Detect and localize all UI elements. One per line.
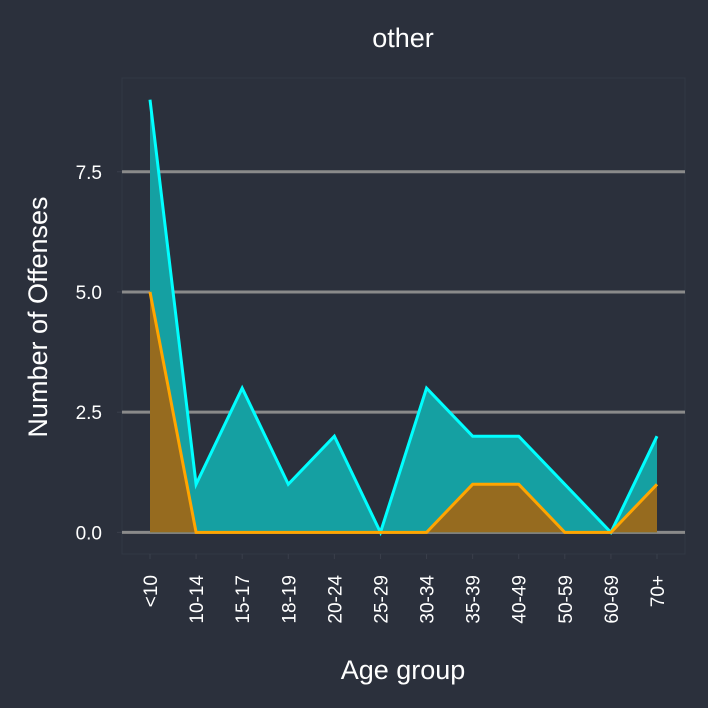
x-tick-label-11: 70+ bbox=[648, 575, 669, 607]
y-tick-label-0: 0.0 bbox=[76, 523, 102, 544]
x-tick-label-5: 25-29 bbox=[371, 575, 392, 624]
chart-title: other bbox=[372, 23, 434, 53]
series-lines bbox=[148, 99, 659, 537]
series-2-line bbox=[148, 291, 659, 534]
x-tick-label-9: 50-59 bbox=[556, 575, 577, 624]
series-areas bbox=[150, 99, 657, 533]
x-tick-label-0: <10 bbox=[141, 575, 162, 607]
y-axis-title: Number of Offenses bbox=[23, 196, 53, 437]
x-tick-label-1: 10-14 bbox=[187, 575, 208, 624]
x-tick-label-2: 15-17 bbox=[233, 575, 254, 624]
y-tick-label-2: 5.0 bbox=[76, 283, 102, 304]
x-axis-ticks: <10 10-14 15-17 18-19 20-24 25-29 30-34 35-39 40… bbox=[141, 554, 669, 624]
x-tick-label-3: 18-19 bbox=[279, 575, 300, 624]
x-tick-label-6: 30-34 bbox=[418, 575, 439, 624]
series-1-line bbox=[148, 99, 659, 537]
x-tick-label-10: 60-69 bbox=[602, 575, 623, 624]
y-tick-label-3: 7.5 bbox=[76, 163, 102, 184]
x-tick-label-8: 40-49 bbox=[510, 575, 531, 624]
x-tick-label-7: 35-39 bbox=[464, 575, 485, 624]
series-1-area bbox=[150, 99, 657, 533]
y-axis-ticks: 0.0 2.5 5.0 7.5 bbox=[76, 163, 122, 544]
y-tick-label-1: 2.5 bbox=[76, 403, 102, 424]
x-tick-label-4: 20-24 bbox=[325, 575, 346, 624]
x-axis-title: Age group bbox=[341, 655, 466, 685]
